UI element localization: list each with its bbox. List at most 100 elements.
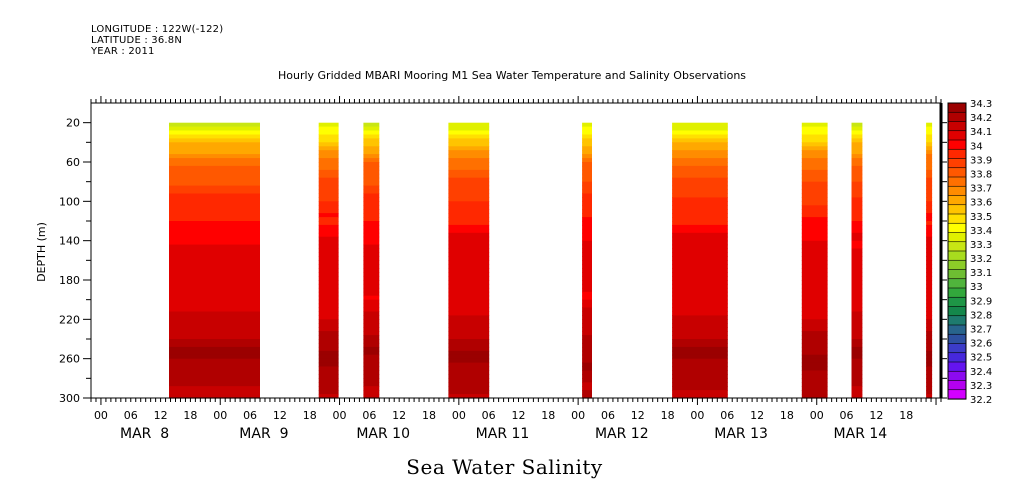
contour-band: [672, 221, 728, 226]
x-tick-label: 00: [213, 409, 227, 422]
contour-band: [363, 323, 380, 328]
contour-band: [672, 339, 728, 344]
contour-band: [169, 205, 260, 210]
contour-band: [318, 150, 339, 155]
contour-band: [672, 323, 728, 328]
contour-band: [851, 224, 863, 230]
contour-band: [672, 303, 728, 309]
contour-band: [169, 173, 260, 179]
contour-band: [169, 303, 260, 309]
contour-band: [672, 370, 728, 375]
contour-band: [926, 232, 933, 238]
contour-band: [363, 307, 380, 312]
contour-band: [169, 264, 260, 269]
contour-band: [801, 315, 828, 320]
contour-band: [363, 374, 380, 379]
y-tick-label: 220: [59, 313, 80, 326]
contour-band: [801, 236, 828, 242]
contour-band: [169, 126, 260, 132]
contour-band: [448, 311, 490, 316]
contour-band: [363, 209, 380, 214]
contour-band: [448, 315, 490, 320]
contour-band: [926, 370, 933, 375]
contour-band: [582, 185, 592, 191]
contour-band: [672, 122, 728, 128]
contour-band: [318, 224, 339, 230]
contour-band: [169, 224, 260, 230]
colorbar-label: 32.7: [970, 325, 992, 336]
axes: 00 06 12 18 00 06 12 18 00 06 12 18 00 06 12 18 00 06 12 18…: [59, 96, 947, 442]
contour-band: [926, 378, 933, 383]
x-date-label: MAR 13: [714, 426, 768, 442]
contour-band: [926, 260, 933, 265]
contour-band: [169, 339, 260, 344]
latitude-label: LATITUDE : 36.8N: [91, 35, 183, 46]
contour-band: [926, 354, 933, 360]
contour-band: [672, 264, 728, 269]
contour-band: [926, 323, 933, 328]
contour-band: [801, 205, 828, 210]
contour-band: [582, 315, 592, 320]
contour-band: [926, 303, 933, 309]
contour-band: [582, 342, 592, 348]
contour-band: [672, 197, 728, 202]
contour-band: [448, 185, 490, 191]
contour-band: [448, 244, 490, 250]
contour-band: [582, 390, 592, 395]
colorbar-label: 32.9: [970, 296, 992, 307]
contour-band: [169, 331, 260, 336]
contour-band: [448, 260, 490, 265]
contour-band: [582, 221, 592, 226]
contour-band: [448, 370, 490, 375]
colorbar-swatch: [947, 269, 967, 280]
contour-band: [448, 299, 490, 305]
contour-band: [318, 342, 339, 348]
contour-band: [801, 197, 828, 202]
contour-band: [672, 374, 728, 379]
x-tick-label: 00: [690, 409, 704, 422]
contour-band: [926, 311, 933, 316]
x-tick-label: 00: [571, 409, 585, 422]
contour-band: [169, 354, 260, 360]
contour-band: [801, 323, 828, 328]
colorbar-swatch: [947, 361, 967, 372]
contour-band: [672, 189, 728, 194]
contour-band: [318, 354, 339, 360]
contour-band: [582, 323, 592, 328]
contour-band: [318, 350, 339, 356]
contour-band: [801, 335, 828, 340]
contour-band: [448, 126, 490, 132]
contour-band: [318, 287, 339, 293]
contour-band: [448, 327, 490, 332]
colorbar-swatch: [947, 185, 967, 197]
contour-band: [801, 213, 828, 218]
contour-band: [851, 287, 863, 293]
contour-band: [926, 382, 933, 387]
colorbar-label: 32.8: [970, 310, 992, 321]
contour-band: [448, 189, 490, 194]
contour-band: [801, 280, 828, 285]
contour-band: [801, 394, 828, 399]
contour-band: [582, 370, 592, 375]
x-tick-label: 06: [601, 409, 615, 422]
contour-band: [926, 185, 933, 191]
contour-band: [448, 154, 490, 159]
contour-band: [672, 232, 728, 238]
contour-band: [801, 146, 828, 151]
contour-band: [926, 319, 933, 324]
x-date-label: MAR 14: [834, 426, 888, 442]
contour-band: [169, 248, 260, 253]
contour-band: [363, 134, 380, 139]
contour-band: [582, 217, 592, 222]
contour-band: [672, 378, 728, 383]
contour-band: [801, 287, 828, 293]
contour-band: [582, 268, 592, 273]
contour-band: [448, 221, 490, 226]
contour-band: [582, 228, 592, 234]
contour-band: [926, 162, 933, 167]
contour-band: [363, 354, 380, 360]
contour-band: [318, 240, 339, 246]
contour-band: [672, 354, 728, 360]
contour-band: [851, 358, 863, 364]
contour-band: [672, 154, 728, 159]
